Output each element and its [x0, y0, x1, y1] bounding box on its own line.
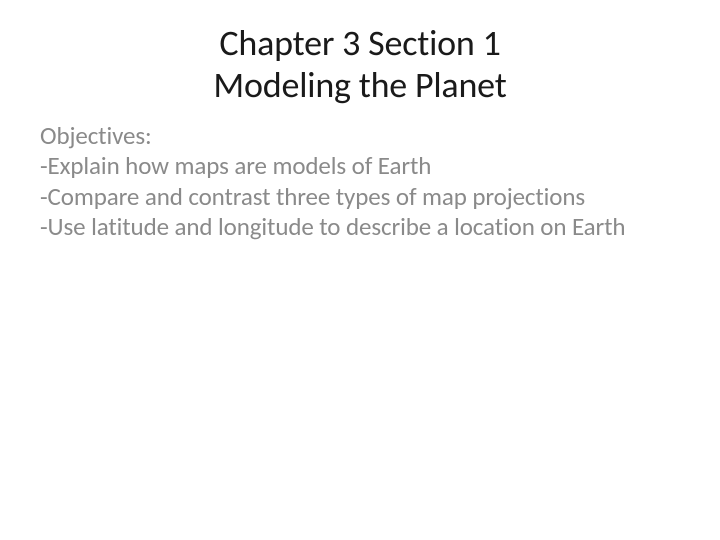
presentation-slide: Chapter 3 Section 1 Modeling the Planet … [0, 0, 720, 540]
objectives-heading: Objectives: [40, 121, 682, 152]
title-line-2: Modeling the Planet [38, 64, 682, 106]
slide-body: Objectives: -Explain how maps are models… [38, 121, 682, 243]
objective-item: -Use latitude and longitude to describe … [40, 212, 682, 243]
title-line-1: Chapter 3 Section 1 [38, 22, 682, 64]
objective-item: -Compare and contrast three types of map… [40, 182, 682, 213]
objective-item: -Explain how maps are models of Earth [40, 151, 682, 182]
slide-title: Chapter 3 Section 1 Modeling the Planet [38, 22, 682, 107]
